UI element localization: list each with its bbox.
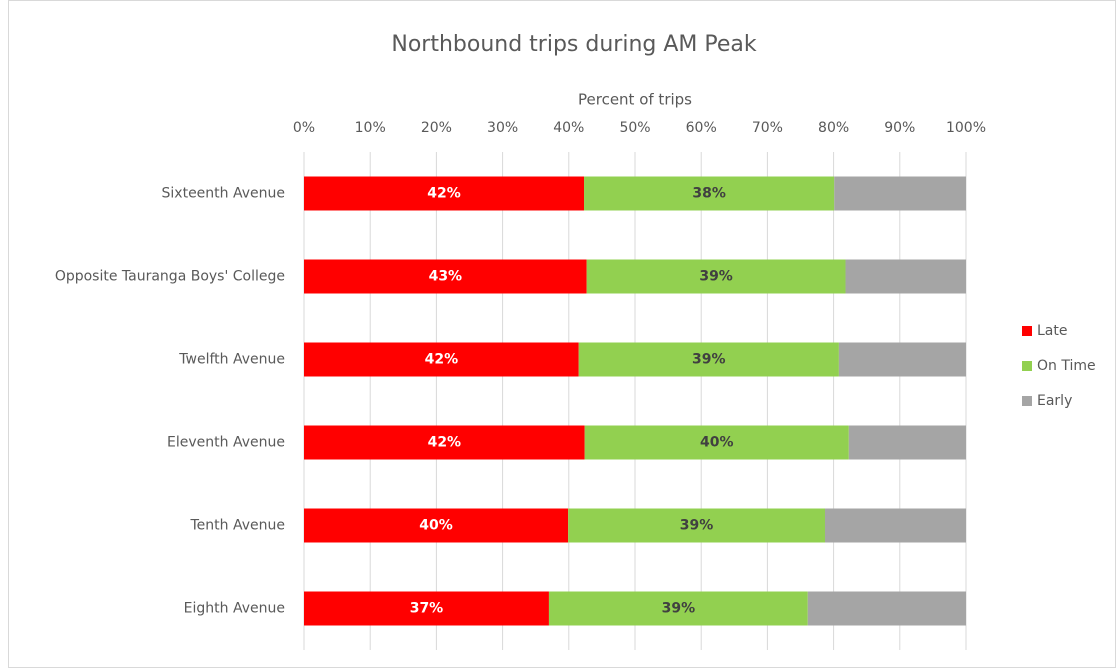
bar-segment (834, 176, 966, 211)
y-tick-label: Opposite Tauranga Boys' College (55, 269, 285, 285)
data-label: 40% (419, 518, 453, 534)
bar-segment (586, 259, 846, 294)
data-label: 40% (700, 435, 734, 451)
bar-segment (304, 342, 579, 377)
x-tick-label: 40% (553, 120, 584, 136)
bar-segment (838, 342, 966, 377)
legend-swatch (1022, 361, 1032, 371)
x-tick-label: 100% (946, 120, 986, 136)
x-tick-label: 30% (487, 120, 518, 136)
x-tick-label: 10% (355, 120, 386, 136)
y-tick-label: Eighth Avenue (184, 601, 285, 617)
bar-segment (304, 591, 549, 626)
data-label: 38% (692, 186, 726, 202)
chart-title: Northbound trips during AM Peak (391, 32, 756, 57)
x-tick-label: 70% (752, 120, 783, 136)
data-label: 42% (425, 352, 459, 368)
bar-segment (584, 176, 835, 211)
y-tick-label: Tenth Avenue (190, 518, 286, 534)
bar-segment (584, 425, 849, 460)
legend-label: On Time (1037, 358, 1096, 374)
bar-segment (848, 425, 966, 460)
bar-segment (304, 176, 585, 211)
bar-segment (304, 259, 587, 294)
bar-segment (824, 508, 966, 543)
y-tick-label: Twelfth Avenue (178, 352, 285, 368)
legend-label: Late (1037, 323, 1067, 339)
data-label: 42% (427, 186, 461, 202)
data-label: 39% (680, 518, 714, 534)
bar-segment (807, 591, 966, 626)
x-tick-label: 50% (619, 120, 650, 136)
data-label: 39% (692, 352, 726, 368)
y-tick-label: Eleventh Avenue (167, 435, 285, 451)
x-axis-title: Percent of trips (578, 91, 692, 109)
data-label: 42% (428, 435, 462, 451)
y-tick-label: Sixteenth Avenue (162, 186, 285, 202)
data-label: 39% (662, 601, 696, 617)
x-tick-label: 60% (686, 120, 717, 136)
bar-segment (304, 508, 569, 543)
x-tick-label: 90% (884, 120, 915, 136)
bar-segment (568, 508, 825, 543)
data-label: 39% (699, 269, 733, 285)
x-tick-label: 80% (818, 120, 849, 136)
legend-label: Early (1037, 393, 1072, 409)
bar-segment (548, 591, 808, 626)
x-tick-label: 20% (421, 120, 452, 136)
bar-segment (304, 425, 585, 460)
data-label: 37% (410, 601, 444, 617)
legend-swatch (1022, 326, 1032, 336)
legend-swatch (1022, 396, 1032, 406)
chart-frame (8, 0, 1116, 668)
bar-segment (578, 342, 839, 377)
data-label: 43% (429, 269, 463, 285)
bar-segment (845, 259, 966, 294)
x-tick-label: 0% (293, 120, 315, 136)
